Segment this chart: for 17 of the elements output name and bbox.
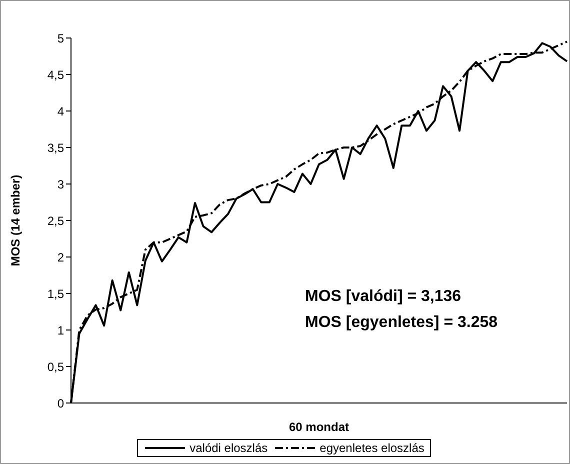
legend-label: egyenletes eloszlás [320, 441, 424, 455]
y-tick-label: 0,5 [47, 360, 64, 374]
y-tick-label: 2 [57, 250, 64, 264]
y-tick-label: 4,5 [47, 68, 64, 82]
y-tick-label: 1,5 [47, 286, 64, 301]
legend-label: valódi eloszlás [190, 441, 268, 455]
annotation: MOS [egyenletes] = 3.258 [305, 314, 498, 332]
y-tick-label: 0 [57, 396, 64, 410]
y-tick-label: 3,5 [47, 140, 64, 155]
annotation: MOS [valódi] = 3,136 [305, 288, 462, 306]
x-axis-title: 60 mondat [288, 420, 350, 434]
y-axis-title: MOS (14 ember) [8, 174, 22, 266]
y-tick-label: 1 [57, 323, 64, 338]
y-tick-label: 4 [57, 104, 64, 118]
y-tick-label: 5 [57, 31, 64, 46]
y-tick-label: 2,5 [47, 214, 64, 228]
y-tick-label: 3 [57, 177, 64, 192]
